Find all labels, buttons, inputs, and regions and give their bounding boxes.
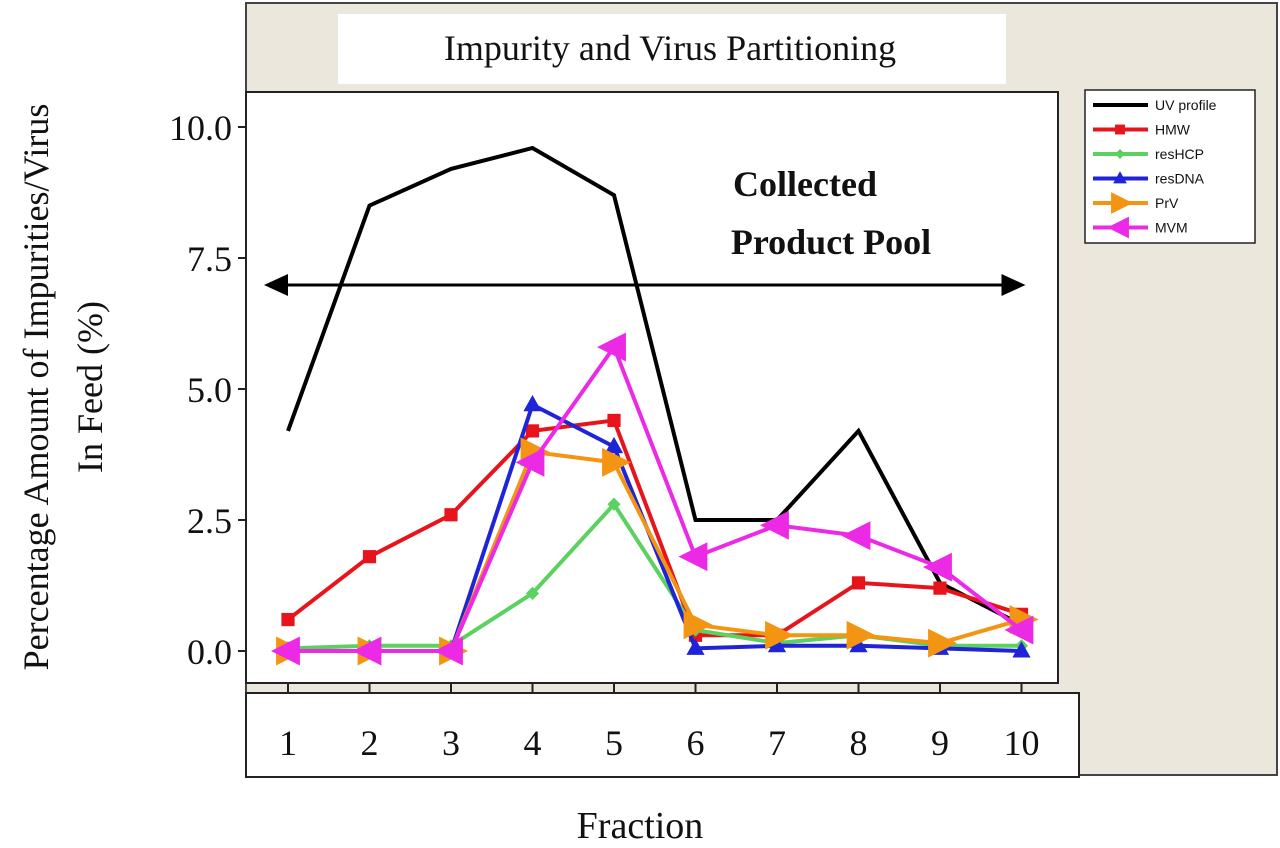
y-tick-label: 2.5 (187, 501, 232, 541)
data-point (851, 576, 866, 590)
y-tick-label: 0.0 (187, 632, 232, 672)
data-point (352, 636, 382, 666)
legend-entry: HMW (1093, 122, 1191, 138)
legend-entry: resDNA (1093, 171, 1205, 187)
arrow-head-right (1001, 274, 1026, 296)
data-point (523, 394, 542, 412)
legend-entry: UV profile (1093, 97, 1217, 113)
data-point (607, 497, 621, 511)
data-point (525, 586, 540, 600)
y-axis-label-line2: In Feed (%) (70, 301, 110, 473)
title-box (338, 14, 1006, 84)
x-tick-label: 4 (524, 723, 542, 763)
series-layer (271, 145, 1039, 666)
data-point (434, 636, 463, 666)
y-tick-label: 7.5 (187, 239, 232, 279)
x-tick-label: 6 (687, 723, 705, 763)
data-point (686, 638, 705, 655)
y-tick-label: 5.0 (187, 370, 232, 410)
legend-box (1084, 89, 1256, 244)
series-line (286, 145, 1023, 627)
data-point (281, 612, 295, 627)
data-point (607, 413, 621, 428)
data-point (1012, 641, 1031, 658)
y-axis-label-line1: Percentage Amount of Impurities/Virus (16, 104, 56, 671)
y-tick-label: 10.0 (169, 108, 232, 148)
data-point (933, 581, 947, 595)
data-point (678, 542, 708, 572)
x-tick-label: 5 (605, 723, 623, 763)
data-point (597, 332, 626, 362)
x-axis-ticks: 1 2 3 4 5 6 7 8 9 10 (279, 683, 1040, 763)
legend-entry: resHCP (1093, 146, 1204, 162)
data-point (515, 447, 545, 477)
legend-swatch-marker (1111, 192, 1133, 214)
x-tick-label: 9 (931, 723, 949, 763)
data-point (767, 636, 787, 653)
x-tick-label: 7 (768, 723, 786, 763)
data-point (849, 636, 868, 653)
data-point (1004, 615, 1034, 645)
series-uv-profile (286, 145, 1023, 627)
chart-title: Impurity and Virus Partitioning (444, 28, 896, 68)
x-axis-label: Fraction (577, 805, 704, 843)
x-tick-label: 2 (361, 723, 379, 763)
annotation-collected: Collected (733, 164, 877, 204)
data-point (923, 552, 952, 582)
data-point (846, 620, 876, 650)
x-tick-label: 1 (279, 723, 297, 763)
legend-entry: MVM (1093, 216, 1188, 239)
data-point (362, 550, 377, 564)
legend-entries: UV profile HMW resHCP resDNA PrV MVM (1093, 97, 1217, 239)
product-pool-arrow (264, 274, 1026, 296)
data-point (602, 447, 631, 477)
data-point (928, 628, 957, 658)
x-tick-label: 3 (442, 723, 460, 763)
legend-label: resHCP (1155, 146, 1204, 162)
series-mvm (271, 332, 1034, 666)
data-point (604, 436, 624, 454)
legend-swatch-marker (1115, 124, 1125, 135)
data-point (271, 636, 300, 666)
legend-label: PrV (1155, 195, 1179, 211)
legend-entry: PrV (1093, 192, 1179, 214)
plot-area (245, 91, 1059, 684)
data-point (841, 521, 871, 551)
data-point (760, 510, 789, 540)
series-line (286, 418, 1023, 638)
y-axis-ticks: 0.0 2.5 5.0 7.5 10.0 (169, 108, 246, 672)
legend-label: HMW (1155, 122, 1191, 138)
arrow-head-left (264, 274, 288, 296)
x-tick-label-box (245, 692, 1080, 778)
data-point (765, 620, 794, 650)
data-point (525, 424, 540, 438)
legend-label: UV profile (1155, 97, 1217, 113)
legend-swatch-marker (1107, 216, 1129, 239)
annotation-product-pool: Product Pool (731, 222, 931, 262)
data-point (683, 610, 713, 640)
legend-label: MVM (1155, 220, 1188, 236)
x-tick-label: 10 (1004, 723, 1040, 763)
legend-label: resDNA (1155, 171, 1205, 187)
legend-swatch-marker (1115, 149, 1125, 159)
series-line (288, 342, 1023, 653)
data-point (444, 508, 458, 522)
x-tick-label: 8 (850, 723, 868, 763)
legend-swatch-marker (1113, 171, 1127, 184)
